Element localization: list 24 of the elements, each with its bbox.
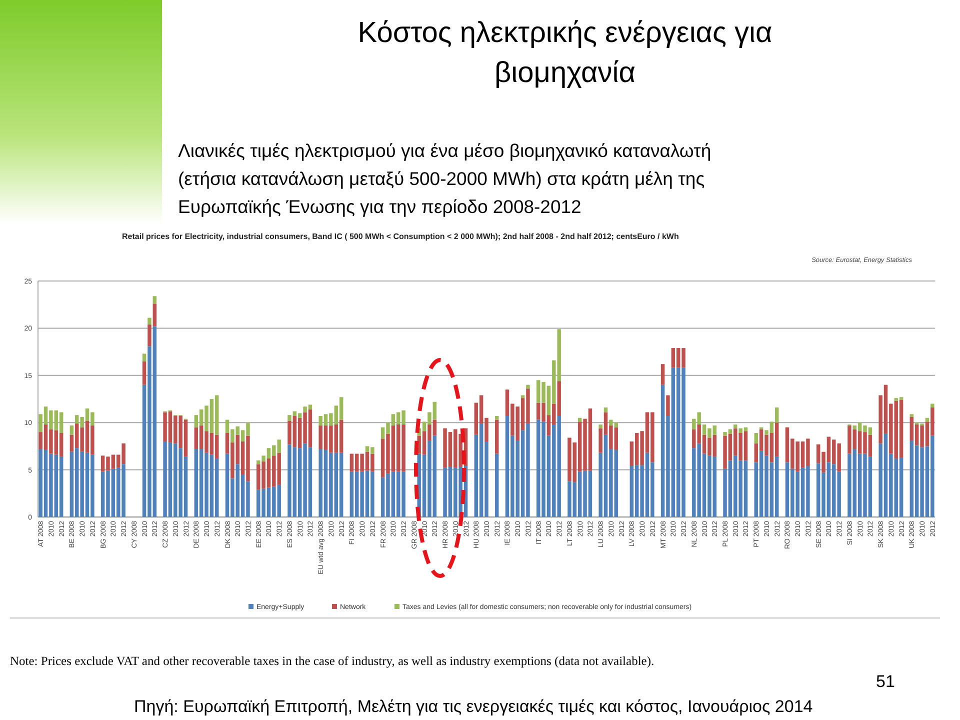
bar [910, 414, 914, 417]
bar [660, 364, 665, 385]
bar [152, 296, 157, 304]
bar [495, 416, 499, 420]
bar [526, 384, 530, 389]
bar [495, 420, 499, 454]
bar [930, 404, 934, 408]
bar [520, 395, 525, 398]
text: 51 [876, 672, 895, 691]
chart-subtitle: Λιανικές τιμές ηλεκτρισμού για ένα μέσο βιομηχανικό καταναλωτή (ετήσια κατανάλωση μεταξύ 500-2000 MWh) στα κράτη μέλη της Ευρωπαϊκής Ένωσης για την περίοδο 2008-2012 [178, 140, 712, 217]
bar [598, 424, 602, 428]
bar [142, 354, 146, 362]
bar [148, 318, 152, 324]
bar [495, 454, 499, 517]
bar [142, 361, 146, 385]
bar [754, 432, 758, 444]
text: Retail prices for Electricity, industrial consumers, Band IC ( 500 MWh < Consumption < 2 000 MWh); 2nd half 2008 - 2nd half 2012; centsEuro / kWh [122, 232, 679, 241]
bar [734, 424, 738, 428]
text: Note: Prices exclude VAT and other recoverable taxes in the case of industry, as well as industry exemptions (data not available). [10, 654, 654, 668]
bar [70, 425, 74, 435]
bar [604, 407, 608, 412]
text: Πηγή: Ευρωπαϊκή Επιτροπή, Μελέτη για τις ενεργειακές τιμές και κόστος, Ιανουάριος 2014 [134, 697, 813, 716]
bar [666, 395, 670, 416]
chart-title: Κόστος ηλεκτρικής ενέργειας για βιομηχανία [358, 17, 772, 89]
